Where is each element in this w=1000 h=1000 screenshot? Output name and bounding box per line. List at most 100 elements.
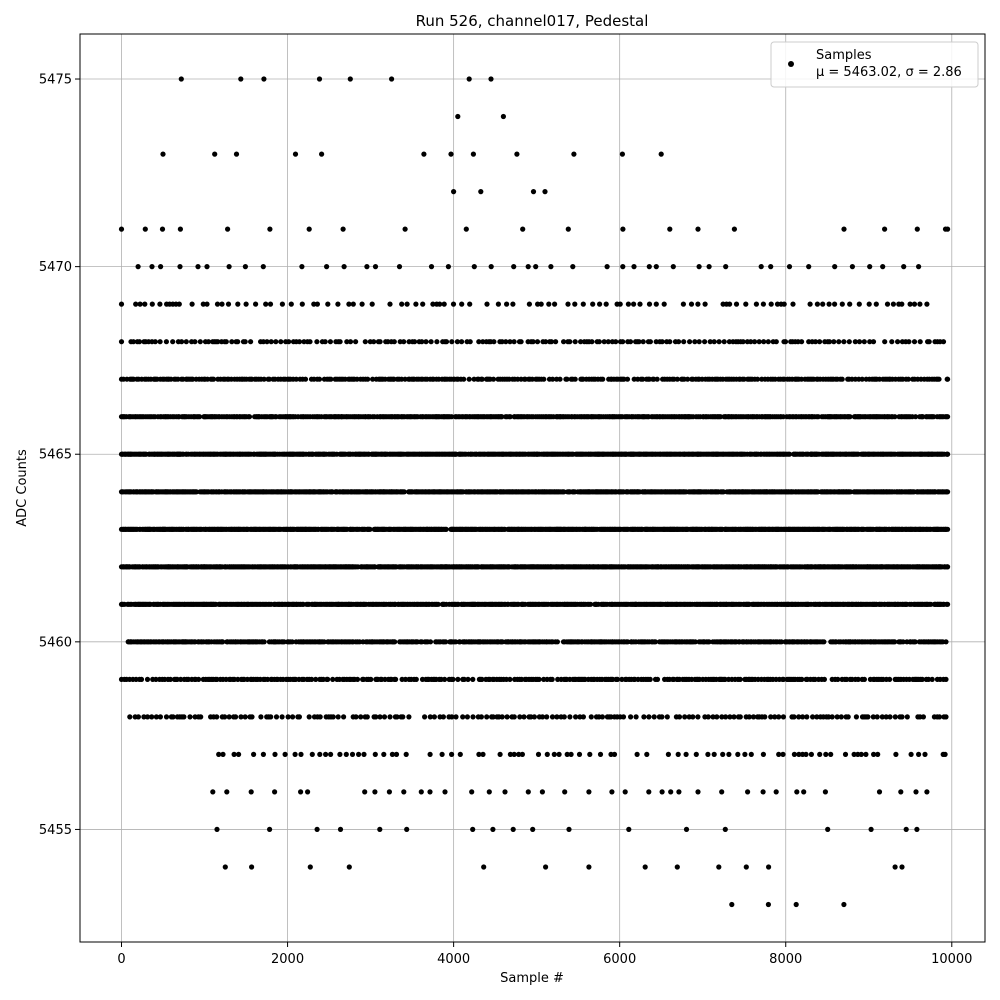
data-point [945, 564, 951, 570]
data-point [853, 714, 860, 720]
data-point [222, 864, 228, 870]
data-point [373, 714, 379, 720]
data-point [695, 789, 701, 795]
data-point [710, 714, 716, 720]
data-point [776, 751, 782, 758]
data-point [531, 714, 538, 720]
data-point [871, 751, 877, 758]
data-point [268, 714, 274, 720]
data-point [746, 714, 752, 720]
data-point [525, 789, 531, 795]
data-point [535, 751, 542, 758]
data-point [916, 751, 922, 758]
data-point [392, 639, 398, 645]
data-point [439, 751, 445, 758]
data-point [887, 714, 893, 720]
data-point [686, 714, 692, 720]
data-point [144, 714, 151, 720]
data-point [544, 751, 550, 758]
data-point [210, 789, 216, 795]
data-point [647, 676, 653, 683]
data-point [799, 676, 805, 683]
data-point [748, 751, 754, 758]
data-point [861, 676, 868, 683]
data-point [486, 789, 492, 795]
data-point [599, 714, 606, 720]
data-point [393, 676, 399, 683]
data-point [516, 751, 522, 758]
data-point [368, 676, 374, 683]
data-point [249, 864, 255, 870]
data-point [796, 751, 802, 758]
data-point [543, 864, 549, 870]
data-point [914, 826, 920, 833]
data-point [362, 789, 368, 795]
data-point [943, 676, 949, 683]
data-point [814, 714, 820, 720]
data-point [793, 901, 799, 908]
data-point [480, 751, 486, 758]
data-point [778, 639, 785, 645]
data-point [470, 676, 476, 683]
data-point [722, 826, 728, 833]
data-point [865, 714, 871, 720]
data-point [251, 751, 257, 758]
data-point [141, 714, 147, 720]
data-point [726, 751, 732, 758]
data-point [561, 489, 567, 495]
data-point [539, 789, 546, 795]
data-point [567, 714, 573, 720]
data-point [826, 714, 832, 720]
data-point [317, 714, 323, 720]
data-point [440, 714, 446, 720]
data-point [328, 751, 334, 758]
data-point [401, 489, 407, 495]
data-point [470, 714, 476, 720]
data-point [899, 864, 905, 870]
data-point [841, 901, 847, 908]
data-point [794, 789, 800, 795]
data-point [499, 714, 505, 720]
data-point [298, 751, 304, 758]
data-point [750, 714, 757, 720]
data-point [659, 714, 665, 720]
data-point [261, 639, 267, 645]
data-point [389, 751, 395, 758]
data-point [588, 601, 594, 607]
data-point [178, 676, 184, 683]
data-point [719, 714, 725, 720]
data-point [879, 714, 885, 720]
data-point [193, 489, 200, 495]
data-point [343, 751, 349, 758]
data-point [502, 789, 508, 795]
data-point [449, 714, 455, 720]
data-point [855, 676, 861, 683]
data-point [231, 751, 237, 758]
data-point [404, 826, 410, 833]
data-point [561, 714, 567, 720]
data-point [829, 714, 835, 720]
data-point [893, 751, 899, 758]
data-points [118, 76, 951, 908]
data-point [791, 714, 797, 720]
data-point [626, 826, 632, 833]
data-point [573, 714, 579, 720]
data-point [309, 751, 315, 758]
data-point [443, 526, 449, 532]
data-point [551, 751, 557, 758]
data-point [511, 751, 517, 758]
data-point [676, 789, 682, 795]
data-point [549, 676, 555, 683]
data-point [282, 751, 288, 758]
data-point [455, 676, 461, 683]
data-point [484, 714, 490, 720]
data-point [313, 676, 319, 683]
data-point [258, 714, 264, 720]
data-point [353, 714, 359, 720]
data-point [354, 676, 361, 683]
data-point [765, 901, 772, 908]
data-point [422, 714, 428, 720]
data-point [556, 751, 562, 758]
data-point [364, 714, 370, 720]
